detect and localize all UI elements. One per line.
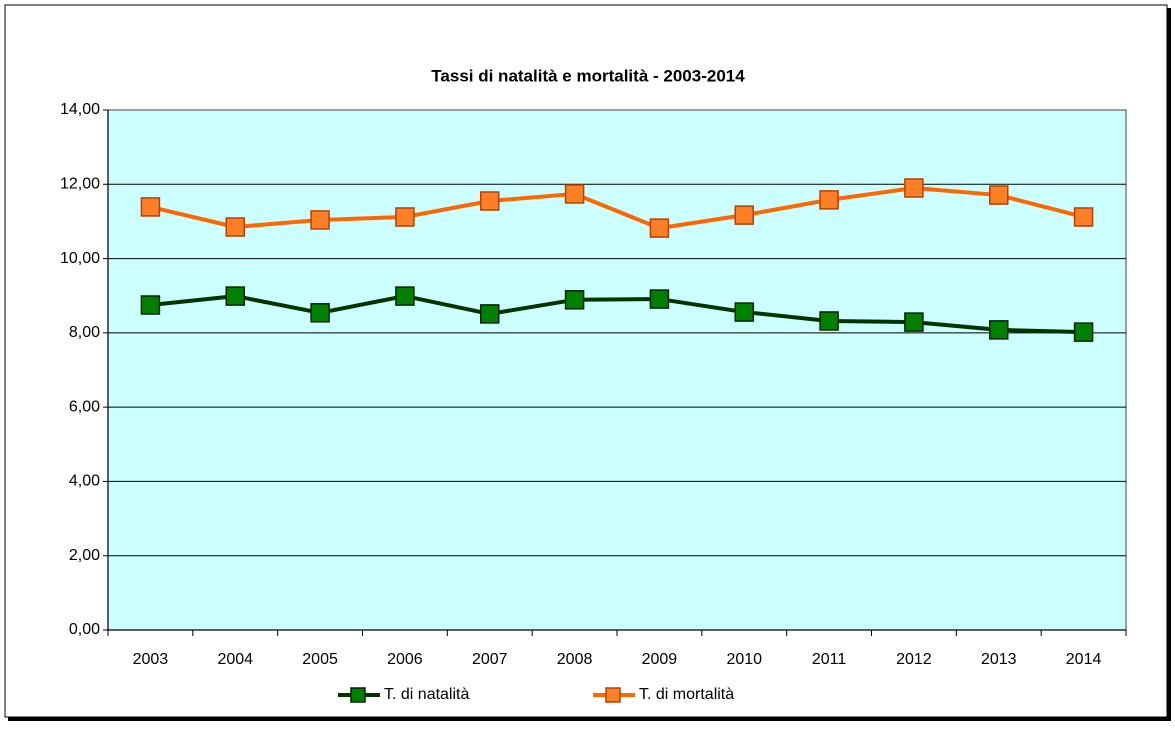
legend-label: T. di natalità bbox=[384, 686, 469, 703]
marker bbox=[904, 312, 924, 332]
marker bbox=[480, 304, 500, 324]
marker bbox=[395, 286, 415, 306]
x-tick-label: 2003 bbox=[133, 651, 169, 668]
x-tick-label: 2014 bbox=[1066, 651, 1102, 668]
legend-marker bbox=[605, 687, 621, 703]
marker bbox=[734, 302, 754, 322]
x-tick-label: 2012 bbox=[896, 651, 932, 668]
x-tick-label: 2013 bbox=[981, 651, 1017, 668]
marker bbox=[140, 197, 161, 217]
y-tick-label: 6,00 bbox=[69, 398, 100, 415]
marker bbox=[480, 191, 500, 211]
marker bbox=[564, 290, 585, 310]
y-tick-label: 0,00 bbox=[69, 621, 100, 638]
y-tick-label: 4,00 bbox=[69, 473, 100, 490]
marker bbox=[564, 184, 585, 204]
marker bbox=[734, 205, 754, 225]
marker bbox=[649, 218, 670, 238]
y-tick-label: 12,00 bbox=[60, 176, 100, 193]
y-tick-label: 2,00 bbox=[69, 547, 100, 564]
marker bbox=[225, 286, 245, 306]
marker bbox=[904, 178, 924, 198]
plot-area bbox=[107, 109, 1127, 631]
series-line bbox=[149, 186, 1085, 231]
x-tick-label: 2006 bbox=[387, 651, 423, 668]
marker bbox=[140, 295, 161, 315]
marker bbox=[225, 217, 245, 237]
x-tick-label: 2005 bbox=[302, 651, 338, 668]
y-tick-label: 10,00 bbox=[60, 250, 100, 267]
marker bbox=[989, 320, 1009, 340]
marker bbox=[310, 210, 330, 230]
marker bbox=[395, 207, 415, 227]
legend-marker bbox=[350, 687, 366, 703]
x-tick-label: 2007 bbox=[472, 651, 508, 668]
marker bbox=[649, 289, 670, 309]
chart-title: Tassi di natalità e mortalità - 2003-201… bbox=[431, 66, 745, 85]
marker bbox=[1073, 207, 1094, 227]
marker bbox=[819, 190, 839, 210]
marker bbox=[310, 303, 330, 323]
x-tick-label: 2011 bbox=[812, 651, 847, 668]
series-line bbox=[150, 294, 1084, 335]
marker bbox=[989, 185, 1009, 205]
x-tick-label: 2009 bbox=[642, 651, 678, 668]
legend-label: T. di mortalità bbox=[639, 686, 734, 703]
y-tick-label: 14,00 bbox=[60, 101, 100, 118]
marker bbox=[819, 311, 839, 331]
y-tick-label: 8,00 bbox=[69, 324, 100, 341]
x-tick-label: 2008 bbox=[557, 651, 593, 668]
marker bbox=[1073, 322, 1094, 342]
x-tick-label: 2010 bbox=[726, 651, 762, 668]
x-tick-label: 2004 bbox=[217, 651, 253, 668]
